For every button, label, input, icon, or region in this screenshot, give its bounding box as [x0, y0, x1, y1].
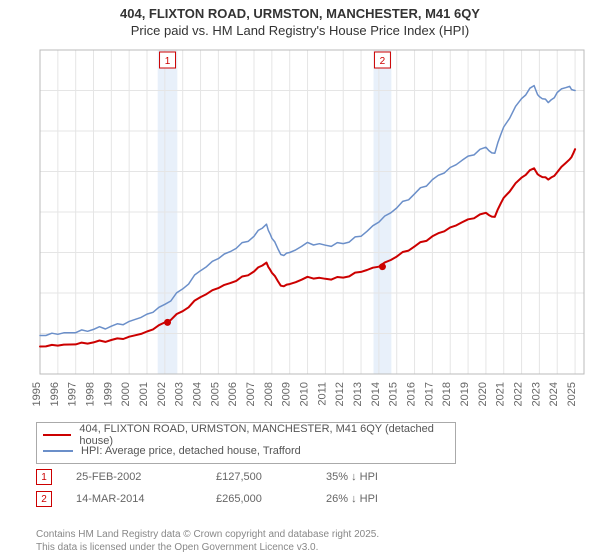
chart-title-desc: Price paid vs. HM Land Registry's House …: [0, 21, 600, 38]
legend-row-property: 404, FLIXTON ROAD, URMSTON, MANCHESTER, …: [43, 427, 449, 443]
sale-marker-2: 2: [36, 491, 52, 507]
svg-text:1997: 1997: [67, 382, 79, 406]
svg-text:2024: 2024: [548, 382, 560, 406]
svg-text:2006: 2006: [227, 382, 239, 406]
svg-text:2004: 2004: [192, 382, 204, 406]
svg-text:2020: 2020: [477, 382, 489, 406]
legend-swatch-hpi: [43, 450, 73, 452]
sale-marker-1-num: 1: [41, 472, 47, 483]
sale-price-2: £265,000: [216, 493, 326, 505]
svg-text:2: 2: [380, 56, 386, 67]
sale-delta-1: 35% ↓ HPI: [326, 471, 436, 483]
svg-text:2021: 2021: [495, 382, 507, 406]
svg-text:2008: 2008: [263, 382, 275, 406]
svg-text:2007: 2007: [245, 382, 257, 406]
svg-text:2010: 2010: [299, 382, 311, 406]
svg-text:2009: 2009: [281, 382, 293, 406]
sale-date-2: 14-MAR-2014: [76, 493, 216, 505]
legend-label-property: 404, FLIXTON ROAD, URMSTON, MANCHESTER, …: [79, 423, 449, 447]
svg-text:1: 1: [165, 56, 171, 67]
svg-text:1995: 1995: [31, 382, 43, 406]
svg-text:2005: 2005: [209, 382, 221, 406]
svg-text:1998: 1998: [85, 382, 97, 406]
sales-table: 1 25-FEB-2002 £127,500 35% ↓ HPI 2 14-MA…: [36, 466, 576, 510]
footer-line-1: Contains HM Land Registry data © Crown c…: [36, 528, 379, 541]
svg-text:2001: 2001: [138, 382, 150, 406]
sale-price-1: £127,500: [216, 471, 326, 483]
svg-text:1996: 1996: [49, 382, 61, 406]
sale-row-2: 2 14-MAR-2014 £265,000 26% ↓ HPI: [36, 488, 576, 510]
footer-note: Contains HM Land Registry data © Crown c…: [36, 528, 379, 554]
footer-line-2: This data is licensed under the Open Gov…: [36, 541, 379, 554]
chart-container: 404, FLIXTON ROAD, URMSTON, MANCHESTER, …: [0, 0, 600, 560]
svg-text:2016: 2016: [406, 382, 418, 406]
svg-text:2011: 2011: [316, 382, 328, 406]
chart-svg: £0£100K£200K£300K£400K£500K£600K£700K£80…: [30, 44, 590, 414]
chart-plot-area: £0£100K£200K£300K£400K£500K£600K£700K£80…: [30, 44, 590, 414]
svg-text:2018: 2018: [441, 382, 453, 406]
sale-row-1: 1 25-FEB-2002 £127,500 35% ↓ HPI: [36, 466, 576, 488]
svg-text:2002: 2002: [156, 382, 168, 406]
sale-marker-2-num: 2: [41, 494, 47, 505]
svg-text:2025: 2025: [566, 382, 578, 406]
svg-text:2022: 2022: [513, 382, 525, 406]
svg-text:2003: 2003: [174, 382, 186, 406]
chart-title-address: 404, FLIXTON ROAD, URMSTON, MANCHESTER, …: [0, 0, 600, 21]
legend-box: 404, FLIXTON ROAD, URMSTON, MANCHESTER, …: [36, 422, 456, 464]
svg-text:2017: 2017: [423, 382, 435, 406]
sale-marker-1: 1: [36, 469, 52, 485]
svg-text:2023: 2023: [530, 382, 542, 406]
svg-text:2019: 2019: [459, 382, 471, 406]
legend-swatch-property: [43, 434, 71, 436]
svg-text:2015: 2015: [388, 382, 400, 406]
legend-label-hpi: HPI: Average price, detached house, Traf…: [81, 445, 301, 457]
svg-text:2012: 2012: [334, 382, 346, 406]
svg-text:2014: 2014: [370, 382, 382, 406]
svg-text:2013: 2013: [352, 382, 364, 406]
sale-delta-2: 26% ↓ HPI: [326, 493, 436, 505]
svg-text:1999: 1999: [102, 382, 114, 406]
sale-date-1: 25-FEB-2002: [76, 471, 216, 483]
svg-text:2000: 2000: [120, 382, 132, 406]
